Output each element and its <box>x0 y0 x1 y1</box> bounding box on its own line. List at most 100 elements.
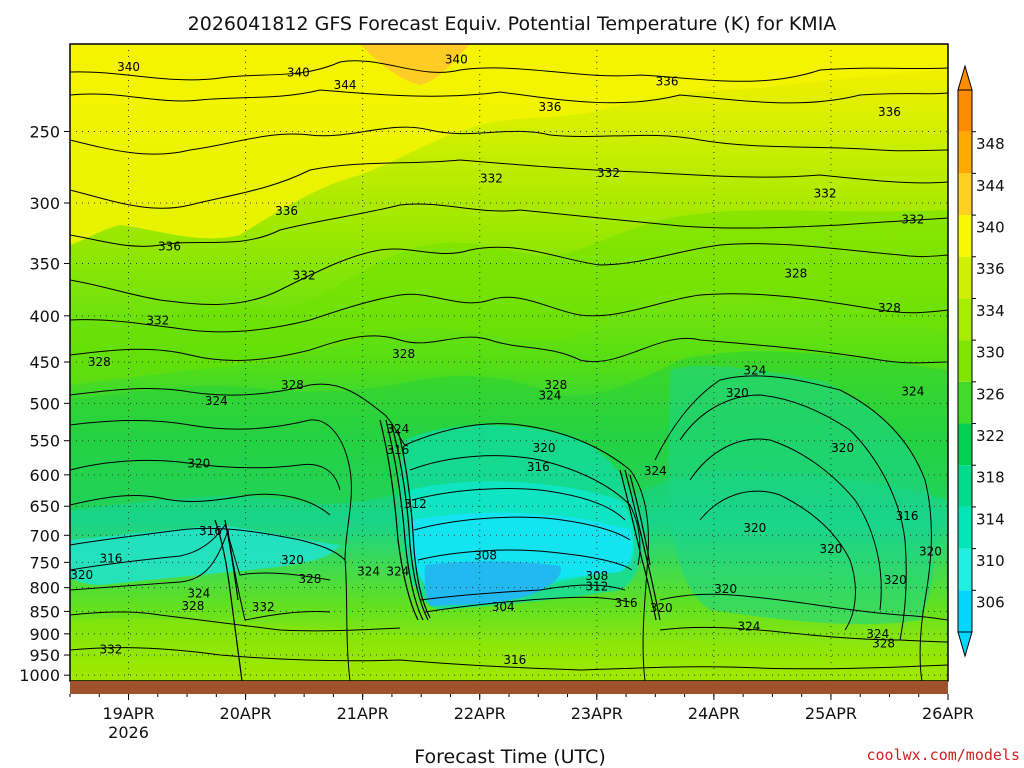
contour-label: 312 <box>585 580 608 594</box>
colorbar-segment <box>958 381 972 424</box>
colorbar-segment <box>958 340 972 382</box>
contour-label: 332 <box>597 166 620 180</box>
warm-layer-top <box>70 44 948 245</box>
x-tick-label: 25APR <box>805 704 857 723</box>
x-year-label: 2026 <box>108 723 149 742</box>
x-axis-label: Forecast Time (UTC) <box>414 746 605 768</box>
contour-label: 320 <box>187 457 210 471</box>
colorbar-segment <box>958 465 972 507</box>
credit-text: coolwx.com/models <box>866 746 1020 764</box>
y-tick-label: 1000 <box>19 666 60 685</box>
colorbar-label: 340 <box>976 219 1005 237</box>
colorbar-bottom-arrow <box>957 631 973 658</box>
contour-label: 324 <box>866 627 889 641</box>
y-tick-label: 500 <box>29 394 60 413</box>
y-tick-label: 450 <box>29 353 60 372</box>
colorbar-segment <box>958 548 972 591</box>
contour-label: 316 <box>503 653 526 667</box>
field-anomalies <box>70 44 948 681</box>
colorbar-label: 330 <box>976 344 1005 362</box>
contour-label: 332 <box>480 172 503 186</box>
y-tick-label: 550 <box>29 432 60 451</box>
contour-label: 332 <box>146 314 169 328</box>
x-tick-label: 20APR <box>220 704 272 723</box>
contour-label: 304 <box>492 600 515 614</box>
contour-label: 332 <box>814 187 837 201</box>
contour-label: 328 <box>392 347 415 361</box>
contour-label: 324 <box>644 464 667 478</box>
boundary-layer <box>70 618 948 681</box>
colorbar-segment <box>958 256 972 299</box>
contour-label: 320 <box>743 521 766 535</box>
contour-label: 320 <box>714 582 737 596</box>
colorbar-label: 306 <box>976 594 1005 612</box>
colorbar-label: 310 <box>976 552 1005 570</box>
colorbar-segment <box>958 590 972 632</box>
contour-label: 336 <box>878 105 901 119</box>
contour-label: 328 <box>88 355 111 369</box>
colorbar-segment <box>958 173 972 216</box>
y-tick-label: 300 <box>29 194 60 213</box>
contour-label: 328 <box>299 572 322 586</box>
contour-label: 336 <box>656 74 679 88</box>
colorbar-label: 334 <box>976 302 1005 320</box>
contour-label: 320 <box>281 553 304 567</box>
contour-label: 320 <box>884 573 907 587</box>
colorbar-segment <box>958 423 972 466</box>
colorbar-label: 326 <box>976 385 1005 403</box>
contour-label: 320 <box>533 441 556 455</box>
colorbar-segment <box>958 215 972 257</box>
colorbar-frame <box>957 89 973 633</box>
contour-label: 328 <box>784 266 807 280</box>
x-tick-label: 21APR <box>337 704 389 723</box>
contour-label: 320 <box>726 386 749 400</box>
contour-label: 324 <box>539 388 562 402</box>
contour-label: 328 <box>878 301 901 315</box>
contour-label: 332 <box>100 643 123 657</box>
colorbar-segment <box>958 506 972 549</box>
contour-label: 324 <box>901 384 924 398</box>
contour-label: 316 <box>896 509 919 523</box>
y-tick-label: 250 <box>29 123 60 142</box>
x-tick-label: 23APR <box>571 704 623 723</box>
right-cool-cells <box>668 365 936 625</box>
y-axis: 250 300 350 400 450 500 550 600 650 700 750 800 850 9… <box>19 123 70 685</box>
colorbar-label: 318 <box>976 469 1005 487</box>
contour-label-group: 340 340 344 340 336 336 336 332 332 332 332 336 336 3… <box>70 52 942 667</box>
contour-label: 336 <box>275 204 298 218</box>
colorbar-label: 336 <box>976 260 1005 278</box>
colorbar-segment <box>958 90 972 132</box>
contour-label: 324 <box>205 394 228 408</box>
y-tick-label: 950 <box>29 646 60 665</box>
y-tick-label: 700 <box>29 526 60 545</box>
contour-label: 320 <box>831 441 854 455</box>
contour-label: 316 <box>615 596 638 610</box>
cold-pool-deepest <box>424 561 561 606</box>
contour-label: 328 <box>281 378 304 392</box>
contour-label: 320 <box>819 542 842 556</box>
contour-label: 316 <box>100 552 123 566</box>
contour-label: 320 <box>70 568 93 582</box>
colorbar-label: 314 <box>976 510 1005 528</box>
contour-label: 340 <box>287 65 310 79</box>
colorbar: 306 310 314 318 322 326 330 334 336 340 344 348 <box>957 64 1005 658</box>
contour-label: 340 <box>117 60 140 74</box>
contour-label: 340 <box>445 52 468 66</box>
colorbar-label: 344 <box>976 177 1005 195</box>
contour-label: 316 <box>199 524 222 538</box>
contour-label: 320 <box>919 545 942 559</box>
chart-title: 2026041812 GFS Forecast Equiv. Potential… <box>188 13 837 35</box>
y-tick-label: 900 <box>29 625 60 644</box>
contour-label: 316 <box>386 443 409 457</box>
contour-label: 324 <box>357 565 380 579</box>
contour-label: 328 <box>872 636 895 650</box>
low-cool-band <box>70 525 340 585</box>
y-tick-label: 750 <box>29 553 60 572</box>
y-tick-label: 850 <box>29 602 60 621</box>
contour-label: 328 <box>544 378 567 392</box>
contour-label: 324 <box>386 565 409 579</box>
x-axis: 19APR 20APR 21APR 22APR 23APR 24APR 25APR 26APR… <box>69 694 974 742</box>
contour-label: 320 <box>650 601 673 615</box>
contour-label: 332 <box>293 269 316 283</box>
